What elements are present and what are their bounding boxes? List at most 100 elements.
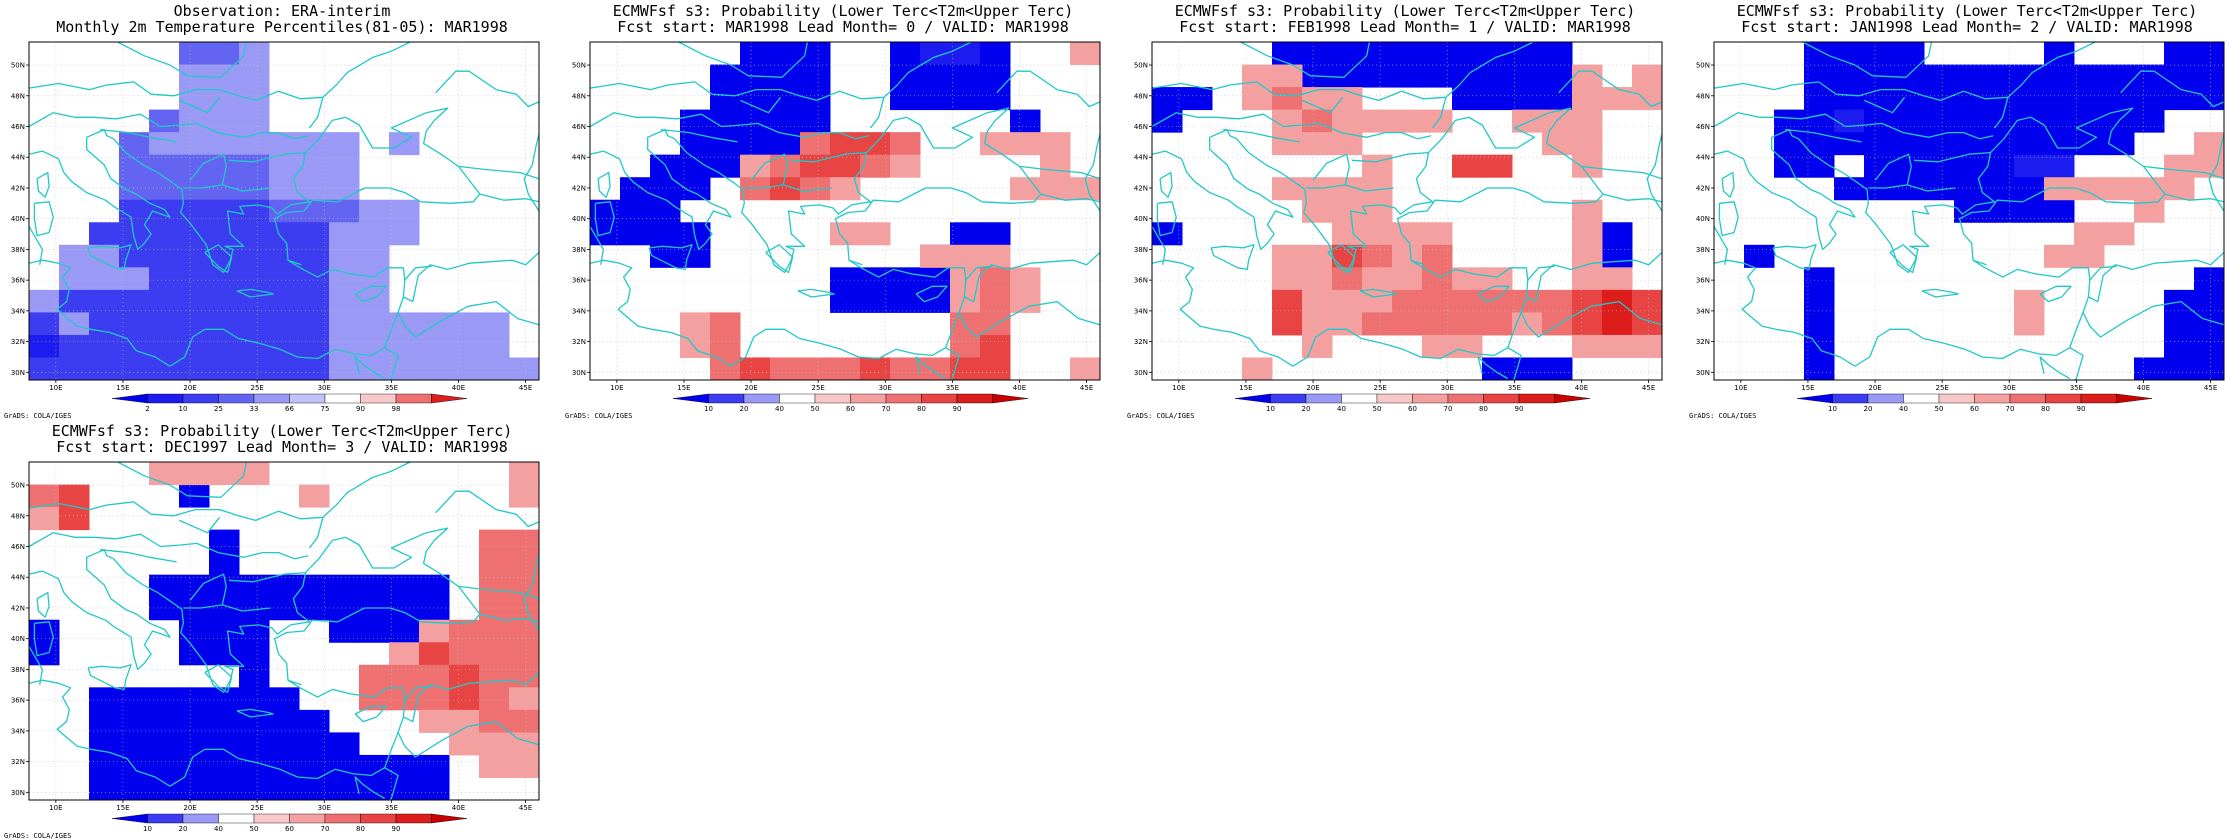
grid-cell xyxy=(1804,267,1835,291)
grid-cell xyxy=(2044,42,2075,66)
colorbar-label: 20 xyxy=(179,825,188,833)
grid-cell xyxy=(299,732,330,756)
grid-cell-warm xyxy=(1512,289,1543,313)
lat-tick-label: 42N xyxy=(572,184,586,192)
grid-cell xyxy=(239,664,270,688)
grid-cell xyxy=(269,334,300,358)
lat-tick-label: 50N xyxy=(11,62,25,70)
grid-cell xyxy=(590,199,621,223)
coastline xyxy=(594,201,615,237)
grid-cell xyxy=(299,357,330,381)
coastline xyxy=(1874,153,1956,192)
grid-cell xyxy=(179,597,210,621)
grid-cell-warm xyxy=(830,357,861,381)
grid-cell xyxy=(209,64,240,88)
grid-cell xyxy=(149,244,180,268)
coastline xyxy=(1084,134,1101,212)
grid-cell xyxy=(770,87,801,111)
coastline xyxy=(2164,193,2225,203)
grid-cell-warm xyxy=(1602,87,1633,111)
grid-cell xyxy=(209,552,240,576)
grid-cell xyxy=(920,267,951,291)
grid-cell-warm xyxy=(680,334,711,358)
coastline xyxy=(458,165,540,180)
colorbar-label: 90 xyxy=(1515,405,1524,413)
coastline xyxy=(2089,265,2117,281)
grid-cell xyxy=(119,199,150,223)
grid-cell xyxy=(299,777,330,801)
coastline xyxy=(2039,285,2072,303)
grid-cell xyxy=(209,42,240,66)
grid-cell xyxy=(119,132,150,156)
grid-cell-warm xyxy=(1302,109,1333,133)
grid-cell xyxy=(2074,109,2105,133)
colorbar-label: 75 xyxy=(321,405,330,413)
grid-cell xyxy=(179,177,210,201)
lon-tick-label: 35E xyxy=(2070,384,2083,392)
grid-cell xyxy=(2074,132,2105,156)
grid-cell xyxy=(269,687,300,711)
coastline xyxy=(789,151,867,163)
grid-cell xyxy=(209,732,240,756)
grid-cell xyxy=(1744,244,1775,268)
grid-cell xyxy=(1482,64,1513,88)
grid-cell xyxy=(329,199,360,223)
grid-cell xyxy=(179,619,210,643)
grid-cell xyxy=(1864,177,1895,201)
grid-cell-warm xyxy=(710,312,741,336)
lon-tick-label: 10E xyxy=(49,804,62,812)
coastline xyxy=(2120,70,2225,108)
grid-cell-warm xyxy=(209,462,240,486)
coastline xyxy=(189,573,271,612)
grid-cell xyxy=(1392,64,1423,88)
grid-cell xyxy=(269,777,300,801)
lon-tick-label: 30E xyxy=(879,384,892,392)
coastline xyxy=(1019,165,1101,180)
lat-tick-label: 46N xyxy=(11,123,25,131)
colorbar-label: 70 xyxy=(882,405,891,413)
grid-cell-warm xyxy=(830,222,861,246)
grid-cell xyxy=(800,64,831,88)
grid-cell-warm xyxy=(509,642,540,666)
coastline xyxy=(2069,347,2084,381)
lat-tick-label: 50N xyxy=(1696,62,1710,70)
coastline xyxy=(28,532,309,560)
lon-tick-label: 45E xyxy=(519,384,532,392)
lon-tick-label: 40E xyxy=(452,804,465,812)
grid-cell-warm xyxy=(239,462,270,486)
grid-cell-warm xyxy=(509,709,540,733)
grid-cell xyxy=(239,642,270,666)
lat-tick-label: 40N xyxy=(11,635,25,643)
grid-cell xyxy=(2074,64,2105,88)
grid-cell xyxy=(209,642,240,666)
grid-cell xyxy=(1542,357,1573,381)
grid-cell xyxy=(269,289,300,313)
colorbar-label: 20 xyxy=(1864,405,1873,413)
grid-cell xyxy=(2194,289,2225,313)
grid-cell xyxy=(209,177,240,201)
coastline xyxy=(765,244,794,274)
grid-cell xyxy=(2194,42,2225,66)
grid-cell xyxy=(509,357,540,381)
grid-cell xyxy=(239,132,270,156)
grid-cell xyxy=(239,177,270,201)
grid-cell xyxy=(179,312,210,336)
grid-cell xyxy=(359,222,390,246)
grid-cell xyxy=(1512,64,1543,88)
coastline xyxy=(1921,288,1959,298)
grid-cell xyxy=(209,244,240,268)
coastline xyxy=(1713,41,2096,102)
grid-cell xyxy=(1422,64,1453,88)
grid-cell-warm xyxy=(1242,64,1273,88)
coastline xyxy=(1327,244,1356,274)
grid-cell-warm xyxy=(1422,267,1453,291)
grid-cell-warm xyxy=(830,132,861,156)
grid-cell-warm xyxy=(1482,289,1513,313)
grid-cell xyxy=(2134,64,2165,88)
colorbar-segment xyxy=(1832,393,1869,404)
grid-cell-warm xyxy=(1302,312,1333,336)
colorbar-label: 80 xyxy=(917,405,926,413)
grid-cell xyxy=(1834,177,1865,201)
lat-tick-label: 42N xyxy=(11,184,25,192)
grid-cell-warm xyxy=(449,687,480,711)
